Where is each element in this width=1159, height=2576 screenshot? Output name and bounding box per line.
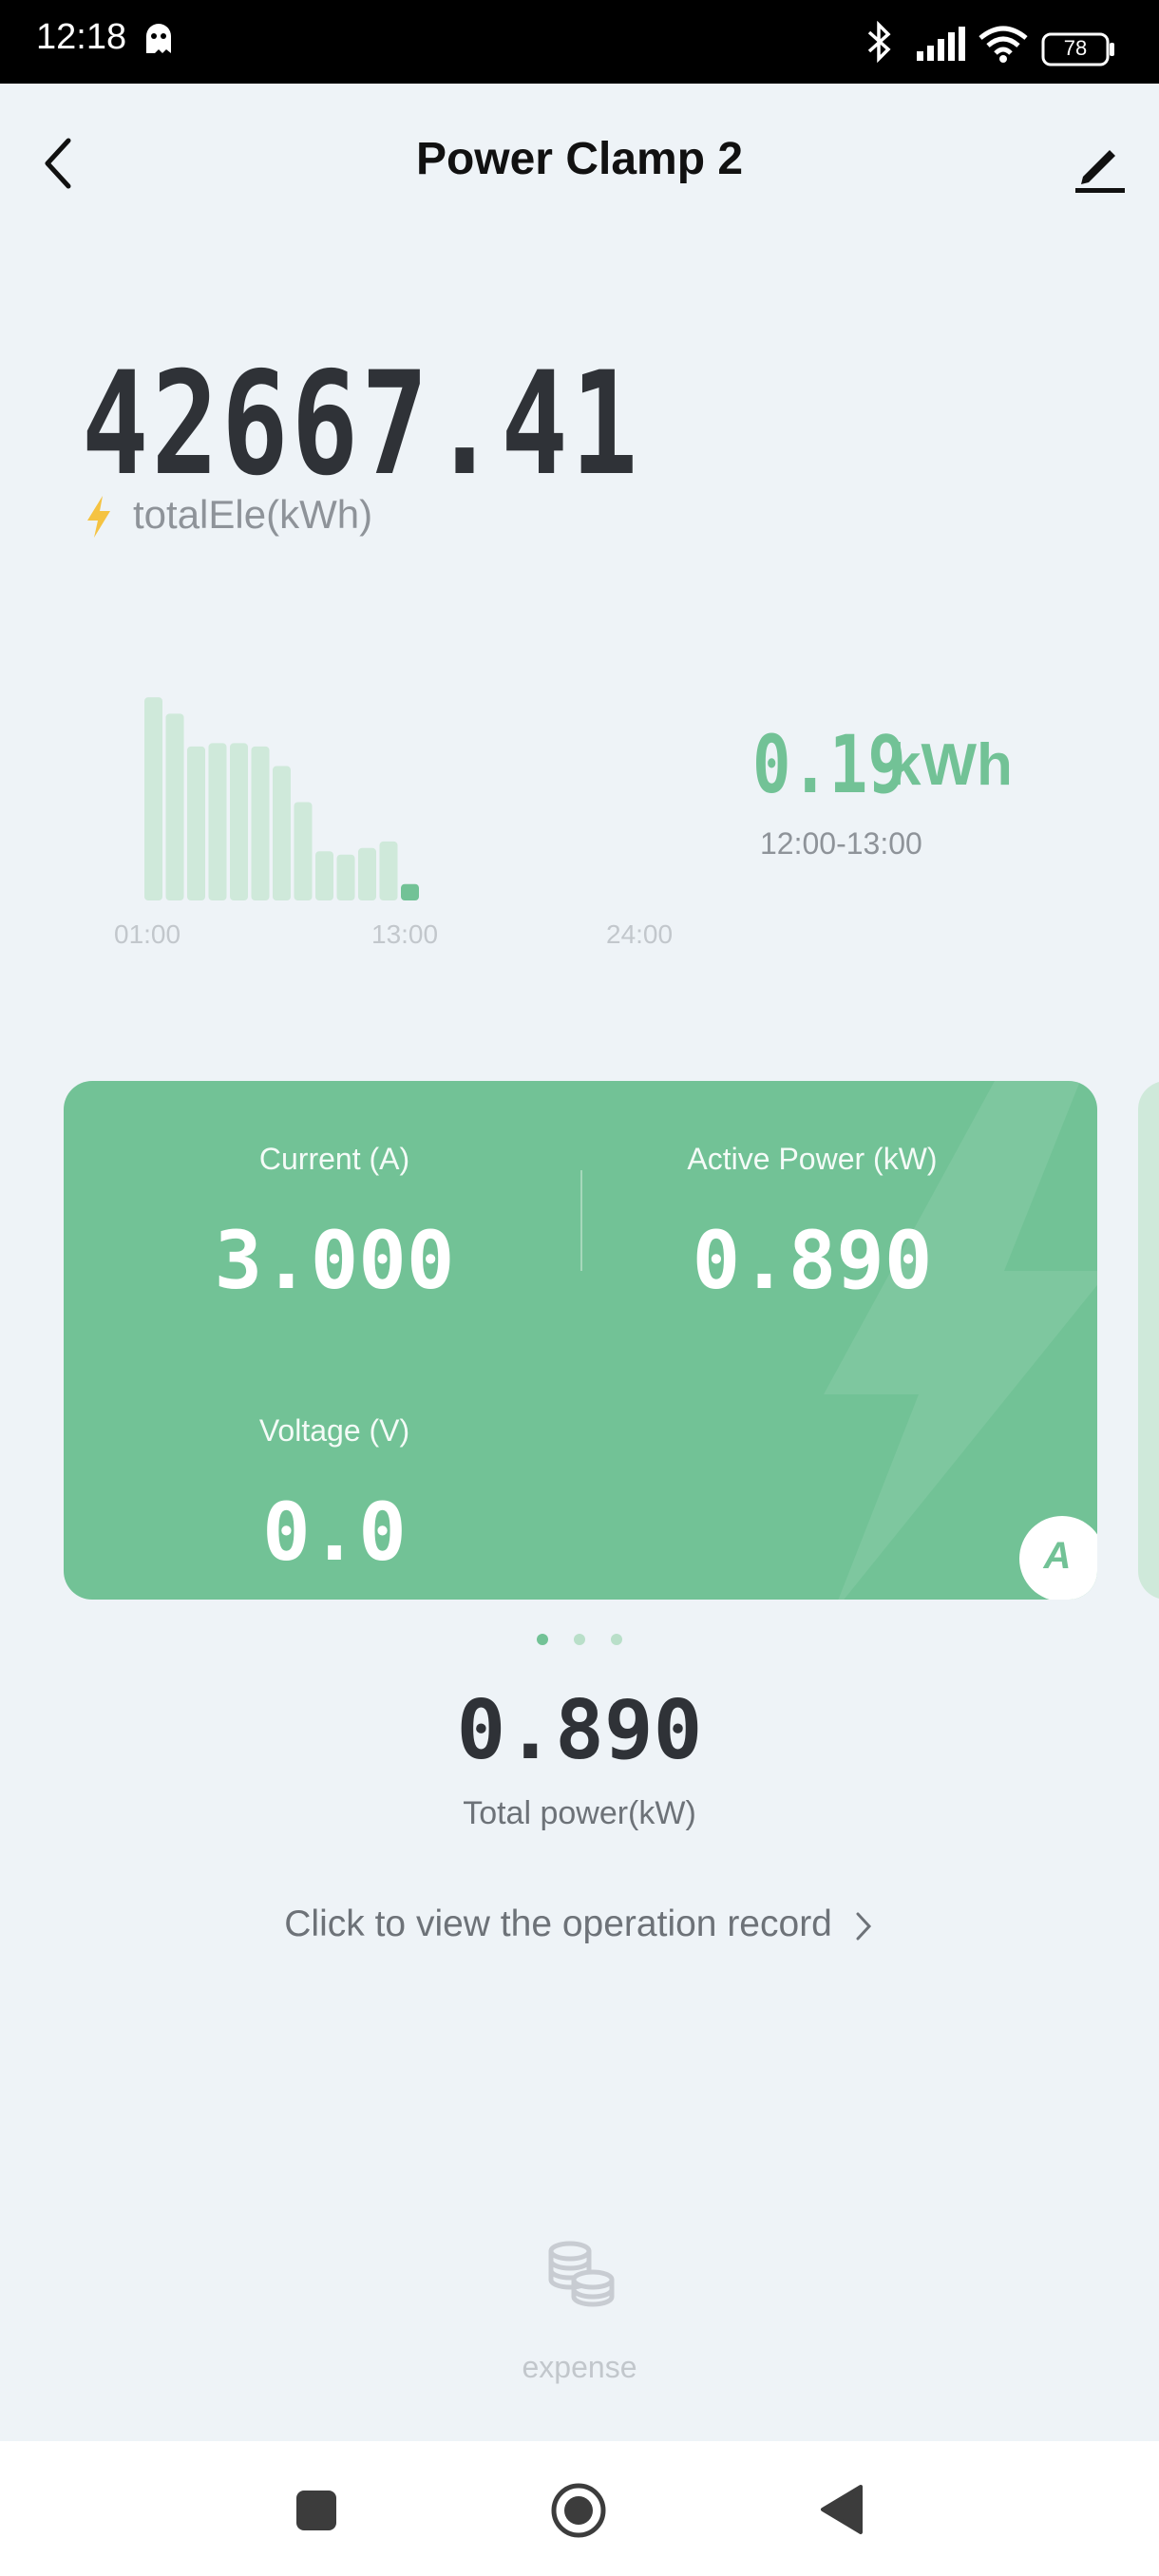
active-power-label: Active Power (kW)	[687, 1142, 938, 1176]
chart-bar[interactable]	[165, 713, 184, 900]
hourly-time-range: 12:00-13:00	[760, 826, 922, 861]
expense-label[interactable]: expense	[522, 2350, 637, 2384]
edit-icon[interactable]	[1074, 135, 1127, 194]
lightning-watermark-icon	[824, 1081, 1097, 1600]
page-dot[interactable]	[574, 1634, 585, 1645]
x-tick-label: 13:00	[371, 919, 439, 949]
hourly-energy-chart	[144, 697, 419, 901]
chart-bar[interactable]	[336, 854, 355, 900]
chart-bar[interactable]	[230, 743, 248, 900]
chart-bar[interactable]	[294, 802, 313, 901]
chart-bar[interactable]	[187, 746, 205, 900]
wifi-icon	[978, 26, 1028, 63]
operation-record-link[interactable]: Click to view the operation record	[0, 1904, 1159, 1945]
x-tick-label: 24:00	[606, 919, 674, 949]
back-nav-button[interactable]	[817, 2483, 864, 2536]
status-bar: 12:18 78	[0, 0, 1159, 84]
page-dot[interactable]	[611, 1634, 622, 1645]
recents-button[interactable]	[296, 2491, 336, 2530]
chart-bar-selected[interactable]	[401, 883, 419, 900]
total-power-label: Total power(kW)	[463, 1795, 696, 1831]
coins-icon[interactable]	[543, 2238, 618, 2310]
operation-record-label: Click to view the operation record	[284, 1904, 832, 1944]
phase-badge-label: A	[1043, 1535, 1072, 1577]
home-button[interactable]	[549, 2481, 608, 2540]
battery-icon	[1041, 32, 1114, 66]
chart-bar[interactable]	[273, 766, 291, 900]
chart-bar[interactable]	[358, 847, 376, 900]
chart-bar[interactable]	[315, 851, 333, 900]
chart-bar[interactable]	[144, 697, 162, 900]
next-card-peek[interactable]	[1138, 1081, 1159, 1600]
active-power-value: 0.890	[692, 1214, 933, 1307]
bluetooth-icon	[867, 21, 891, 63]
page-title: Power Clamp 2	[415, 134, 744, 184]
battery-level: 78	[1063, 36, 1088, 60]
status-time: 12:18	[36, 17, 127, 57]
x-tick-label: 01:00	[114, 919, 181, 949]
chart-bar[interactable]	[208, 743, 227, 900]
back-icon[interactable]	[38, 135, 80, 192]
total-energy-value: 42667.41	[82, 342, 641, 507]
total-energy-label: totalEle(kWh)	[133, 492, 373, 537]
current-label: Current (A)	[258, 1142, 410, 1176]
chevron-right-icon	[856, 1912, 871, 1941]
page-dot-active[interactable]	[537, 1634, 548, 1645]
phase-badge[interactable]: A	[1019, 1516, 1097, 1600]
notification-ghost-icon	[146, 24, 171, 53]
chart-bar[interactable]	[251, 746, 270, 900]
hourly-energy-unit: kWh	[888, 732, 1013, 798]
lightning-icon	[87, 496, 110, 538]
voltage-value: 0.0	[262, 1486, 407, 1579]
hourly-energy-value: 0.19	[752, 718, 906, 811]
total-power-value: 0.890	[456, 1683, 703, 1778]
metric-divider	[580, 1170, 582, 1271]
signal-icon	[917, 27, 965, 61]
voltage-label: Voltage (V)	[258, 1413, 410, 1448]
system-nav-bar	[0, 2441, 1159, 2576]
chart-bar[interactable]	[379, 841, 398, 900]
metrics-card[interactable]: Current (A) 3.000 Active Power (kW) 0.89…	[64, 1081, 1097, 1600]
current-value: 3.000	[214, 1214, 455, 1307]
